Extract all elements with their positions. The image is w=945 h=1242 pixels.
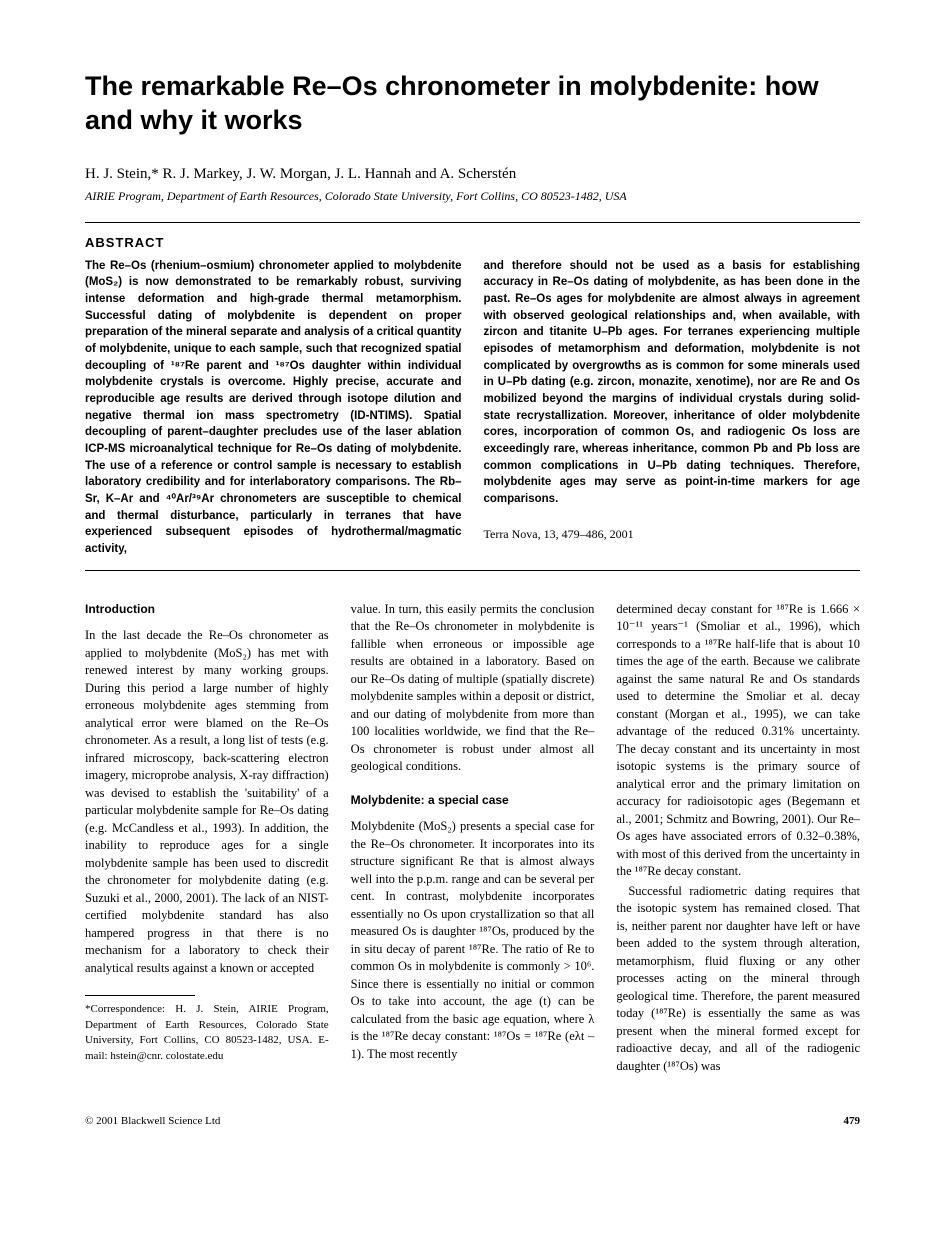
- body-column-3: determined decay constant for ¹⁸⁷Re is 1…: [616, 601, 860, 1076]
- col2-paragraph-1: value. In turn, this easily permits the …: [351, 601, 595, 776]
- col3-paragraph-1: determined decay constant for ¹⁸⁷Re is 1…: [616, 601, 860, 881]
- article-title: The remarkable Re–Os chronometer in moly…: [85, 70, 860, 138]
- authors-line: H. J. Stein,* R. J. Markey, J. W. Morgan…: [85, 166, 860, 183]
- page-number: 479: [844, 1115, 861, 1127]
- affiliation-line: AIRIE Program, Department of Earth Resou…: [85, 189, 860, 204]
- copyright-text: © 2001 Blackwell Science Ltd: [85, 1115, 220, 1127]
- body-column-1: Introduction In the last decade the Re–O…: [85, 601, 329, 1076]
- body-column-2: value. In turn, this easily permits the …: [351, 601, 595, 1076]
- molybdenite-heading: Molybdenite: a special case: [351, 792, 595, 809]
- abstract-heading: ABSTRACT: [85, 235, 860, 250]
- intro-heading: Introduction: [85, 601, 329, 618]
- col2-paragraph-2: Molybdenite (MoS₂) presents a special ca…: [351, 818, 595, 1063]
- page-footer: © 2001 Blackwell Science Ltd 479: [85, 1115, 860, 1127]
- footnote-divider: [85, 995, 195, 996]
- abstract-column-left: The Re–Os (rhenium–osmium) chronometer a…: [85, 258, 462, 558]
- col3-paragraph-2: Successful radiometric dating requires t…: [616, 883, 860, 1076]
- abstract-container: The Re–Os (rhenium–osmium) chronometer a…: [85, 258, 860, 558]
- divider-bottom: [85, 570, 860, 571]
- abstract-column-right: and therefore should not be used as a ba…: [484, 258, 861, 558]
- abstract-text-right: and therefore should not be used as a ba…: [484, 260, 861, 505]
- correspondence-footnote: *Correspondence: H. J. Stein, AIRIE Prog…: [85, 1002, 329, 1064]
- intro-text: In the last decade the Re–Os chronometer…: [85, 627, 329, 977]
- divider-top: [85, 222, 860, 223]
- journal-citation: Terra Nova, 13, 479–486, 2001: [484, 526, 861, 543]
- body-columns: Introduction In the last decade the Re–O…: [85, 601, 860, 1076]
